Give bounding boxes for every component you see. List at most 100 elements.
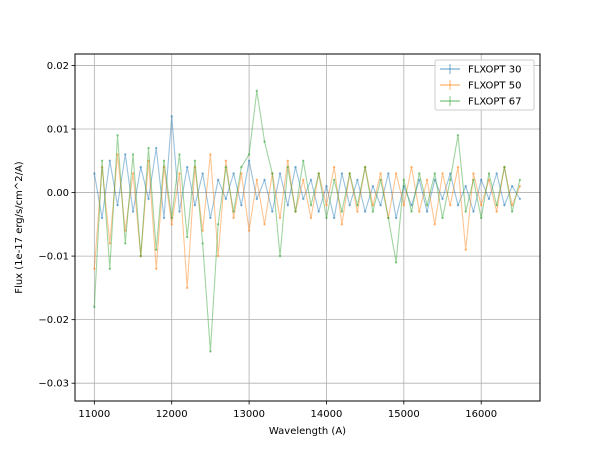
x-tick-label: 12000 (156, 409, 188, 420)
series-2-point (309, 216, 313, 220)
series-3-point (93, 305, 96, 309)
series-2-point (170, 223, 173, 226)
series-3-point (332, 178, 336, 182)
series-2-point (155, 267, 158, 271)
series-1-point (464, 184, 467, 188)
series-2-point (185, 286, 189, 290)
series-3-point (449, 178, 452, 182)
series-2-point (224, 159, 228, 162)
series-1-point (510, 184, 514, 188)
series-1-point (309, 178, 313, 182)
series-2-point (332, 165, 336, 169)
series-2-point (302, 178, 305, 182)
series-1-point (185, 165, 189, 169)
series-1-point (387, 172, 390, 175)
series-1-point (193, 204, 197, 207)
legend-entries: FLXOPT 30 FLXOPT 50 FLXOPT 67 (440, 64, 521, 108)
series-2-point (325, 204, 328, 207)
series-2-point (201, 229, 204, 232)
series-1-point (472, 210, 475, 213)
series-1-point (93, 172, 96, 175)
series-2-point (108, 242, 112, 245)
series-1-point (394, 216, 398, 220)
series-3-point (124, 242, 127, 245)
series-1-point (139, 165, 142, 169)
series-3-point (394, 261, 398, 264)
series-2-point (425, 178, 429, 182)
series-1-point (209, 216, 212, 220)
series-2-point (340, 223, 344, 226)
series-2-point (93, 267, 96, 271)
series-2-point (286, 159, 289, 162)
series-2-point (255, 178, 259, 182)
series-2-point (479, 204, 483, 207)
x-axis-label: Wavelength (A) (269, 426, 346, 437)
series-1-point (294, 165, 297, 169)
x-tick-label: 13000 (233, 409, 265, 420)
x-tick-label: 14000 (311, 409, 343, 420)
series-3-point (317, 172, 320, 175)
series-2-point (232, 216, 235, 220)
series-1-point (240, 204, 243, 207)
series-2-point (147, 159, 150, 162)
series-1-point (402, 184, 406, 188)
series-3-point (294, 210, 297, 213)
series-1-point (255, 197, 259, 201)
series-2-point (240, 172, 243, 175)
series-1-point (201, 172, 204, 175)
series-1-point (317, 210, 320, 213)
series-3-point (356, 204, 359, 207)
series-3-point (433, 172, 436, 175)
series-1-point (449, 172, 452, 175)
series-2-point (162, 165, 166, 169)
series-1-point (116, 204, 119, 207)
series-3-point (418, 172, 421, 175)
series-3-point (510, 210, 514, 213)
series-2-point (394, 172, 398, 175)
series-2-point (100, 165, 104, 169)
series-1-point (286, 204, 289, 207)
y-tick-label: 0.00 (47, 188, 69, 199)
series-3-point (216, 223, 220, 226)
series-2-point (402, 204, 406, 207)
series-1-point (332, 216, 336, 220)
series-1-point (487, 197, 491, 201)
series-3-point (224, 165, 228, 169)
series-3-point (379, 178, 382, 182)
series-2-point (433, 223, 436, 226)
series-1-point (371, 184, 375, 188)
series-1-point (340, 172, 344, 175)
series-3-point (371, 210, 375, 213)
series-layer (93, 89, 522, 353)
series-3-point (363, 165, 367, 169)
x-tick-label: 15000 (388, 409, 420, 420)
series-3-point (193, 159, 197, 162)
series-2-point (456, 165, 460, 169)
series-3-point (503, 165, 506, 169)
series-2-point (379, 172, 382, 175)
y-tick-label: 0.01 (47, 124, 69, 135)
series-1-point (495, 172, 498, 175)
series-3-point (162, 159, 166, 162)
series-3-point (348, 172, 351, 175)
series-1-point (379, 204, 382, 207)
series-3-point (108, 267, 112, 271)
series-3-point (302, 159, 305, 162)
series-2-point (472, 172, 475, 175)
series-3-point (271, 172, 274, 175)
series-1-point (456, 204, 460, 207)
plot-area: 11000 12000 13000 14000 15000 16000 −0.03−0.0… (38, 53, 541, 420)
y-tick-label: 0.02 (47, 61, 69, 72)
axes-frame (74, 53, 541, 402)
series-2-point (247, 229, 251, 232)
series-1-point (232, 172, 235, 175)
series-2-point (418, 210, 421, 213)
series-3-point (340, 210, 344, 213)
series-2-point (216, 254, 220, 258)
series-1-point (302, 197, 305, 201)
legend-label: FLXOPT 50 (468, 81, 521, 92)
legend-box (434, 59, 535, 111)
series-3-point (410, 210, 413, 213)
series-2-point (371, 204, 375, 207)
